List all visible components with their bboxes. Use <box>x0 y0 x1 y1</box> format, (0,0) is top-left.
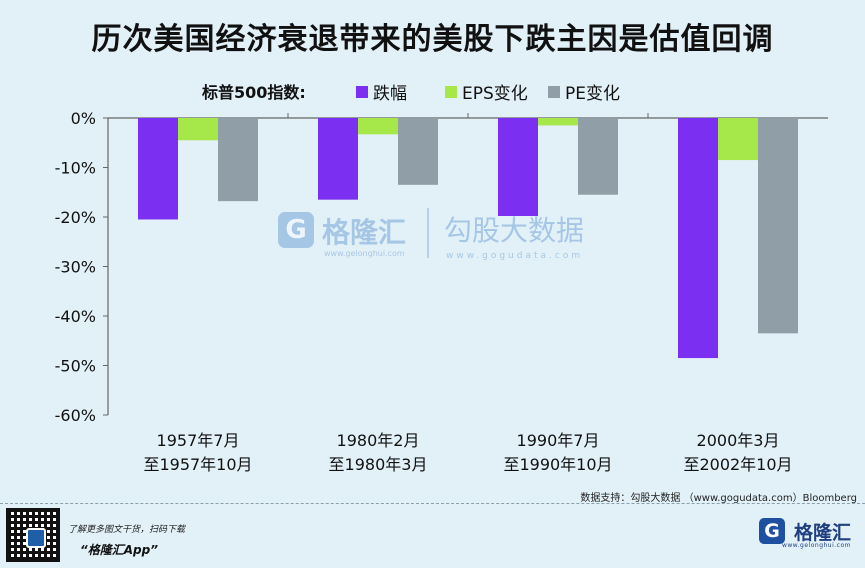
bar <box>718 118 758 161</box>
x-tick-label: 1990年7月 <box>517 431 600 450</box>
watermark-brand-url: www.gelonghui.com <box>324 249 405 258</box>
legend-title: 标普500指数: <box>201 83 306 102</box>
legend-label: PE变化 <box>565 84 620 104</box>
legend-swatch <box>445 86 457 98</box>
x-tick-label: 1957年7月 <box>157 431 240 450</box>
bar <box>358 118 398 135</box>
chart-title: 历次美国经济衰退带来的美股下跌主因是估值回调 <box>91 22 774 57</box>
y-tick-label: -50% <box>55 357 96 376</box>
bars <box>138 118 798 359</box>
y-tick-label: 0% <box>71 109 96 128</box>
x-tick-label: 至2002年10月 <box>683 455 792 474</box>
x-tick-label: 2000年3月 <box>697 431 780 450</box>
legend-swatch <box>548 86 560 98</box>
bar <box>138 118 178 220</box>
y-tick-label: -20% <box>55 208 96 227</box>
legend-swatch <box>356 86 368 98</box>
y-tick-label: -10% <box>55 159 96 178</box>
bar <box>398 118 438 185</box>
footer-divider <box>0 503 865 504</box>
bar <box>758 118 798 334</box>
y-tick-label: -40% <box>55 307 96 326</box>
watermark-data-text: 勾股大数据 <box>444 214 584 247</box>
y-tick-label: -60% <box>55 406 96 425</box>
footer-promo-text: 了解更多图文干货，扫码下载 <box>68 525 186 535</box>
bar <box>498 118 538 217</box>
legend-label: EPS变化 <box>462 84 528 104</box>
bar <box>538 118 578 126</box>
qr-code-icon[interactable] <box>6 508 60 562</box>
footer: 了解更多图文干货，扫码下载 “格隆汇App” G 格隆汇 www.gelongh… <box>0 504 865 568</box>
x-tick-label: 至1957年10月 <box>143 455 252 474</box>
brand-logo-text: 格隆汇 <box>793 522 851 544</box>
bar <box>578 118 618 195</box>
bar <box>218 118 258 202</box>
qr-logo-icon <box>26 528 46 548</box>
legend: 标普500指数: 跌幅 EPS变化 PE变化 <box>201 83 620 104</box>
source-note: 数据支持：勾股大数据 （www.gogudata.com）Bloomberg <box>580 493 857 504</box>
x-tick-label: 至1990年10月 <box>503 455 612 474</box>
bar-chart: G 格隆汇 www.gelonghui.com 勾股大数据 www.goguda… <box>55 83 828 474</box>
bar <box>678 118 718 359</box>
bar <box>318 118 358 200</box>
watermark-logo-glyph: G <box>285 215 306 245</box>
bar <box>178 118 218 141</box>
footer-app-name: “格隆汇App” <box>80 543 158 557</box>
watermark-logo-icon <box>278 212 314 248</box>
brand-logo-icon: G <box>759 518 785 544</box>
brand-logo-url: www.gelonghui.com <box>781 542 851 549</box>
watermark: G 格隆汇 www.gelonghui.com 勾股大数据 www.goguda… <box>278 208 584 261</box>
watermark-brand: 格隆汇 <box>322 216 406 249</box>
x-tick-label: 至1980年3月 <box>329 455 428 474</box>
axes: 0% -10% -20% -30% -40% -50% -60% <box>55 109 828 425</box>
legend-label: 跌幅 <box>373 84 407 104</box>
watermark-data-url: www.gogudata.com <box>446 251 583 261</box>
x-tick-label: 1980年2月 <box>337 431 420 450</box>
y-tick-label: -30% <box>55 258 96 277</box>
